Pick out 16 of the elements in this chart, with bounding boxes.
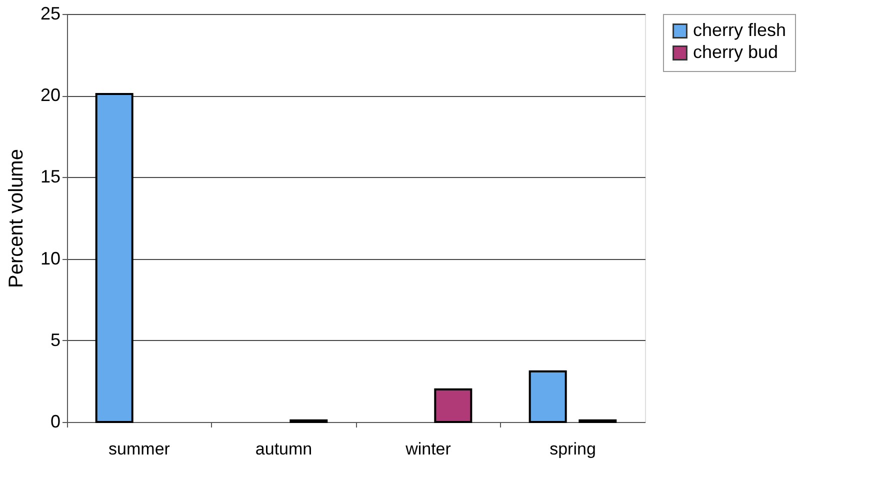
y-axis-title: Percent volume [5,149,28,288]
x-tick-label: winter [404,440,452,458]
bar [528,370,567,423]
bar [95,92,134,423]
x-tick-label: spring [550,440,596,458]
x-tick-label: autumn [255,440,312,458]
y-tick-label: 20 [40,85,60,106]
y-tick-label: 15 [40,166,60,187]
y-tick-label: 25 [40,4,60,24]
legend-label: cherry flesh [693,20,786,40]
y-tick-label: 10 [40,248,60,268]
x-tick-label: summer [108,440,170,458]
y-tick-label: 5 [50,330,60,350]
legend-label: cherry bud [693,42,778,62]
bar [434,388,472,423]
y-tick-label: 0 [50,412,60,432]
